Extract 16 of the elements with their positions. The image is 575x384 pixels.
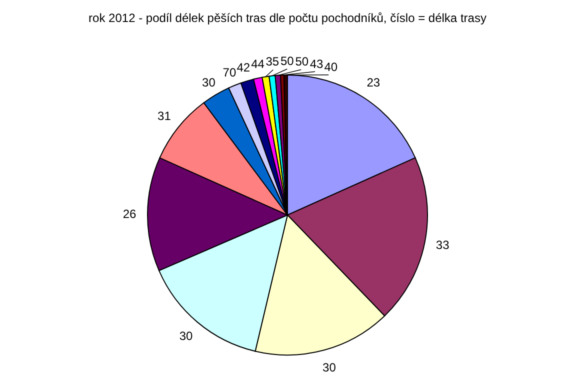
slice-label: 44 bbox=[251, 56, 265, 71]
slice-label: 35 bbox=[266, 54, 280, 69]
slice-label: 30 bbox=[322, 360, 336, 374]
slice-label: 30 bbox=[202, 76, 216, 90]
slice-label: 30 bbox=[179, 329, 194, 344]
slice-label: 43 bbox=[310, 56, 324, 71]
chart-title: rok 2012 - podíl délek pěších tras dle počtu pochodníků, číslo = délka trasy bbox=[88, 11, 486, 25]
slice-label: 23 bbox=[366, 75, 380, 90]
legend-label: 40 bbox=[324, 60, 338, 74]
slice-label: 50 bbox=[295, 54, 309, 69]
slice-label: 70 bbox=[222, 65, 236, 80]
slice-label: 50 bbox=[280, 54, 294, 68]
slice-label: 26 bbox=[122, 207, 136, 222]
slice-label: 33 bbox=[436, 238, 450, 252]
slice-label: 31 bbox=[158, 109, 172, 124]
slice-label: 42 bbox=[236, 60, 250, 74]
